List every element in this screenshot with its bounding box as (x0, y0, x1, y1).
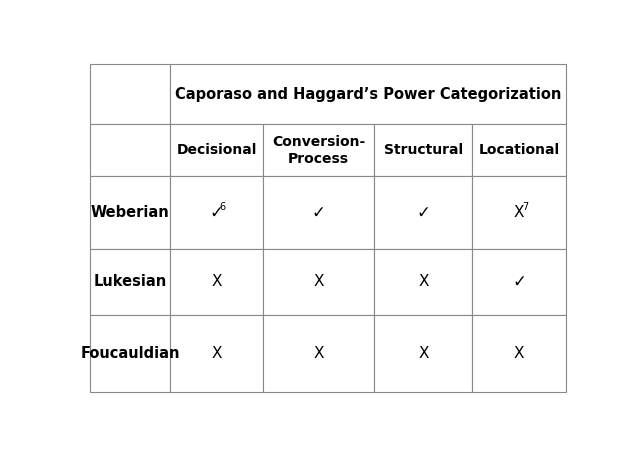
Text: Foucauldian: Foucauldian (81, 346, 180, 361)
Bar (263, 249, 375, 315)
Bar (263, 125, 375, 176)
Bar (473, 315, 566, 392)
Bar (170, 64, 566, 125)
Text: ✓: ✓ (512, 273, 526, 291)
Text: X: X (314, 346, 324, 361)
Bar (263, 176, 375, 249)
Text: Weberian: Weberian (91, 205, 170, 220)
Bar (90, 125, 170, 176)
Text: X: X (514, 205, 525, 220)
Bar (170, 249, 263, 315)
Text: ✓: ✓ (417, 203, 431, 222)
Text: X: X (211, 275, 222, 289)
Bar (263, 315, 375, 392)
Text: ✓: ✓ (210, 203, 223, 222)
Bar (473, 125, 566, 176)
Bar (90, 315, 170, 392)
Text: X: X (514, 346, 525, 361)
Text: Locational: Locational (479, 143, 560, 157)
Text: X: X (211, 346, 222, 361)
Bar (170, 315, 263, 392)
Text: X: X (418, 275, 429, 289)
Bar (375, 315, 473, 392)
Text: ✓: ✓ (312, 203, 326, 222)
Text: Conversion-
Process: Conversion- Process (272, 135, 365, 166)
Text: 6: 6 (219, 202, 225, 212)
Bar (90, 176, 170, 249)
Text: Lukesian: Lukesian (93, 275, 167, 289)
Bar (375, 249, 473, 315)
Text: X: X (314, 275, 324, 289)
Text: 7: 7 (522, 202, 529, 212)
Bar (90, 249, 170, 315)
Bar (375, 176, 473, 249)
Bar (375, 125, 473, 176)
Text: X: X (418, 346, 429, 361)
Text: Structural: Structural (384, 143, 463, 157)
Text: Caporaso and Haggard’s Power Categorization: Caporaso and Haggard’s Power Categorizat… (175, 87, 562, 102)
Text: Decisional: Decisional (176, 143, 257, 157)
Bar (170, 176, 263, 249)
Bar (473, 249, 566, 315)
Bar (473, 176, 566, 249)
Bar (90, 64, 170, 125)
Bar (170, 125, 263, 176)
